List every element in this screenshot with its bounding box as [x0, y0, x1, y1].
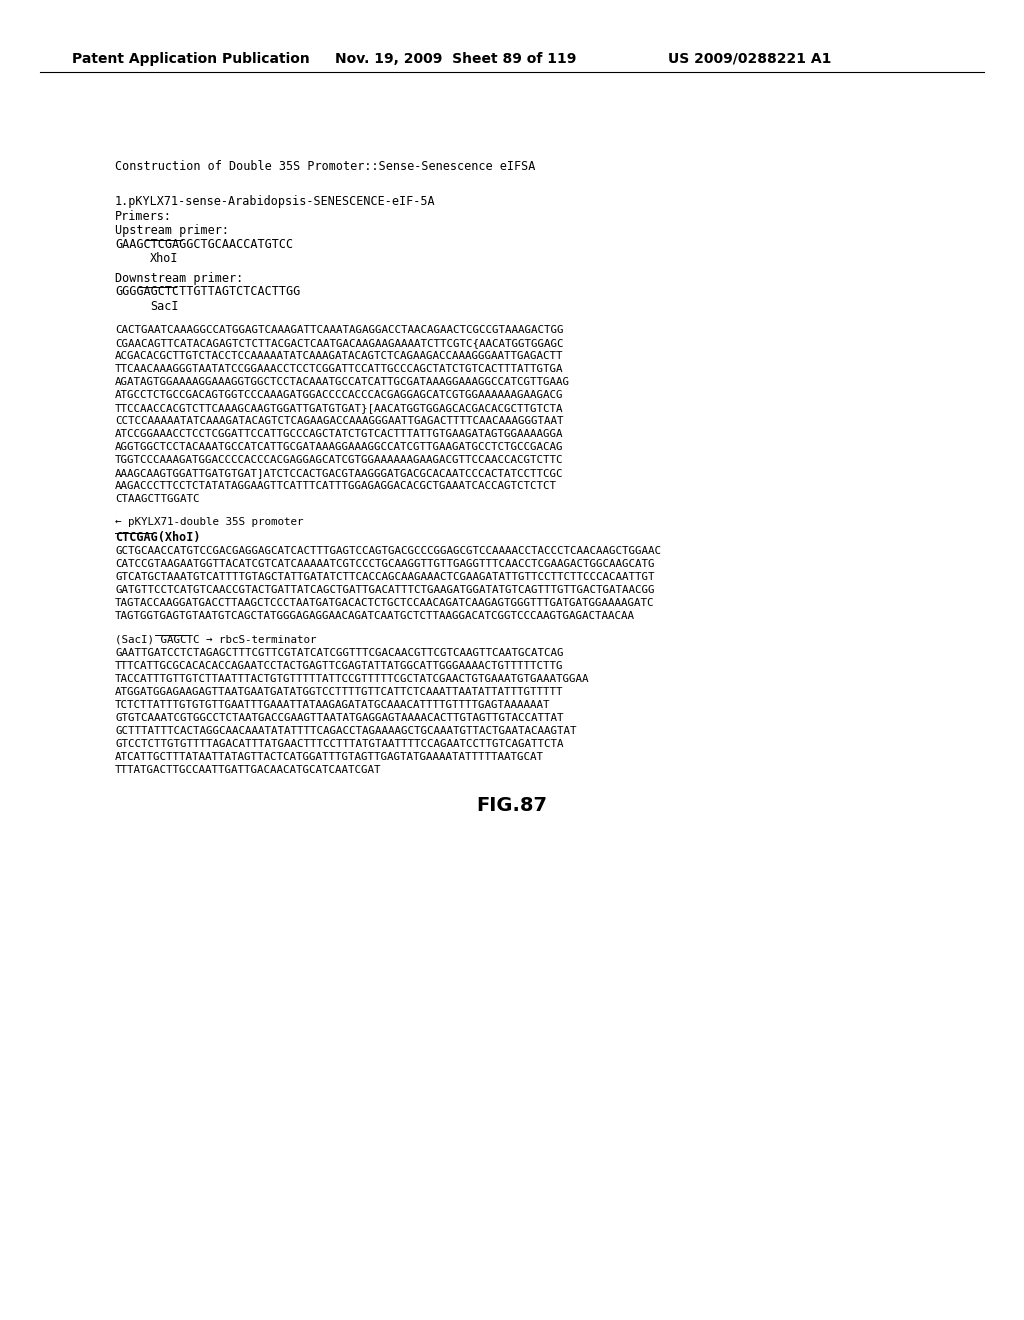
Text: TTTATGACTTGCCAATTGATTGACAACATGCATCAATCGAT: TTTATGACTTGCCAATTGATTGACAACATGCATCAATCGA… — [115, 766, 382, 775]
Text: TAGTGGTGAGTGTAATGTCAGCTATGGGAGAGGAACAGATCAATGCTCTTAAGGACATCGGTCCCAAGTGAGACTAACAA: TAGTGGTGAGTGTAATGTCAGCTATGGGAGAGGAACAGAT… — [115, 611, 635, 620]
Text: 1.pKYLX71-sense-Arabidopsis-SENESCENCE-eIF-5A: 1.pKYLX71-sense-Arabidopsis-SENESCENCE-e… — [115, 195, 435, 209]
Text: AGGTGGCTCCTACAAATGCCATCATTGCGATAAAGGAAAGGCCATCGTTGAAGATGCCTCTGCCGACAG: AGGTGGCTCCTACAAATGCCATCATTGCGATAAAGGAAAG… — [115, 442, 563, 451]
Text: TCTCTTATTTGTGTGTTGAATTTGAAATTATAAGAGATATGCAAACATTTTGTTTTGAGTAAAAAAT: TCTCTTATTTGTGTGTTGAATTTGAAATTATAAGAGATAT… — [115, 700, 551, 710]
Text: ACGACACGCTTGTCTACCTCCAAAAATATCAAAGATACAGTCTCAGAAGACCAAAGGGAATTGAGACTT: ACGACACGCTTGTCTACCTCCAAAAATATCAAAGATACAG… — [115, 351, 563, 360]
Text: TTTCATTGCGCACACACCAGAATCCTACTGAGTTCGAGTATTATGGCATTGGGAAAACTGTTTTTCTTG: TTTCATTGCGCACACACCAGAATCCTACTGAGTTCGAGTA… — [115, 661, 563, 671]
Text: CGAACAGTTCATACAGAGTCTCTTACGACTCAATGACAAGAAGAAAATCTTCGTC{AACATGGTGGAGC: CGAACAGTTCATACAGAGTCTCTTACGACTCAATGACAAG… — [115, 338, 563, 348]
Text: ATGCCTCTGCCGACAGTGGTCCCAAAGATGGACCCCACCCACGAGGAGCATCGTGGAAAAAAGAAGACG: ATGCCTCTGCCGACAGTGGTCCCAAAGATGGACCCCACCC… — [115, 389, 563, 400]
Text: US 2009/0288221 A1: US 2009/0288221 A1 — [668, 51, 831, 66]
Text: Nov. 19, 2009  Sheet 89 of 119: Nov. 19, 2009 Sheet 89 of 119 — [335, 51, 577, 66]
Text: GTGTCAAATCGTGGCCTCTAATGACCGAAGTTAATATGAGGAGTAAAACACTTGTAGTTGTACCATTAT: GTGTCAAATCGTGGCCTCTAATGACCGAAGTTAATATGAG… — [115, 713, 563, 723]
Text: TGGTCCCAAAGATGGACCCCACCCACGAGGAGCATCGTGGAAAAAAGAAGACGTTCCAACCACGTCTTC: TGGTCCCAAAGATGGACCCCACCCACGAGGAGCATCGTGG… — [115, 455, 563, 465]
Text: CTCGAG(XhoI): CTCGAG(XhoI) — [115, 531, 201, 544]
Text: GCTTTATTTCACTAGGCAACAAATATATTTTCAGACCTAGAAAAGCTGCAAATGTTACTGAATACAAGTAT: GCTTTATTTCACTAGGCAACAAATATATTTTCAGACCTAG… — [115, 726, 577, 737]
Text: ← pKYLX71-double 35S promoter: ← pKYLX71-double 35S promoter — [115, 517, 303, 527]
Text: CTAAGCTTGGATC: CTAAGCTTGGATC — [115, 494, 200, 504]
Text: GTCATGCTAAATGTCATTTTGTAGCTATTGATATCTTCACCAGCAAGAAACTCGAAGATATTGTTCCTTCTTCCCACAAT: GTCATGCTAAATGTCATTTTGTAGCTATTGATATCTTCAC… — [115, 572, 654, 582]
Text: CATCCGTAAGAATGGTTACATCGTCATCAAAAATCGTCCCTGCAAGGTTGTTGAGGTTTCAACCTCGAAGACTGGCAAGC: CATCCGTAAGAATGGTTACATCGTCATCAAAAATCGTCCC… — [115, 558, 654, 569]
Text: GAATTGATCCTCTAGAGCTTTCGTTCGTATCATCGGTTTCGACAACGTTCGTCAAGTTCAATGCATCAG: GAATTGATCCTCTAGAGCTTTCGTTCGTATCATCGGTTTC… — [115, 648, 563, 657]
Text: Patent Application Publication: Patent Application Publication — [72, 51, 309, 66]
Text: SacI: SacI — [150, 300, 178, 313]
Text: Construction of Double 35S Promoter::Sense-Senescence eIFSA: Construction of Double 35S Promoter::Sen… — [115, 160, 536, 173]
Text: CACTGAATCAAAGGCCATGGAGTCAAAGATTCAAATAGAGGACCTAACAGAACTCGCCGTAAAGACTGG: CACTGAATCAAAGGCCATGGAGTCAAAGATTCAAATAGAG… — [115, 325, 563, 335]
Text: AGATAGTGGAAAAGGAAAGGTGGCTCCTACAAATGCCATCATTGCGATAAAGGAAAGGCCATCGTTGAAG: AGATAGTGGAAAAGGAAAGGTGGCTCCTACAAATGCCATC… — [115, 378, 570, 387]
Text: CCTCCAAAAATATCAAAGATACAGTCTCAGAAGACCAAAGGGAATTGAGACTTTTCAACAAAGGGTAAT: CCTCCAAAAATATCAAAGATACAGTCTCAGAAGACCAAAG… — [115, 416, 563, 426]
Text: TACCATTTGTTGTCTTAATTTACTGTGTTTTTATTCCGTTTTTCGCTATCGAACTGTGAAATGTGAAATGGAA: TACCATTTGTTGTCTTAATTTACTGTGTTTTTATTCCGTT… — [115, 675, 590, 684]
Text: GTCCTCTTGTGTTTTAGACATTTATGAACTTTCCTTTATGTAATTTTCCAGAATCCTTGTCAGATTCTA: GTCCTCTTGTGTTTTAGACATTTATGAACTTTCCTTTATG… — [115, 739, 563, 748]
Text: Downstream primer:: Downstream primer: — [115, 272, 244, 285]
Text: Primers:: Primers: — [115, 210, 172, 223]
Text: GATGTTCCTCATGTCAACCGTACTGATTATCAGCTGATTGACATTTCTGAAGATGGATATGTCAGTTTGTTGACTGATAA: GATGTTCCTCATGTCAACCGTACTGATTATCAGCTGATTG… — [115, 585, 654, 595]
Text: GGGGAGCTCTTGTTAGTCTCACTTGG: GGGGAGCTCTTGTTAGTCTCACTTGG — [115, 285, 300, 298]
Text: ATGGATGGAGAAGAGTTAATGAATGATATGGTCCTTTTGTTCATTCTCAAATTAATATTATTTGTTTTT: ATGGATGGAGAAGAGTTAATGAATGATATGGTCCTTTTGT… — [115, 686, 563, 697]
Text: GCTGCAACCATGTCCGACGAGGAGCATCACTTTGAGTCCAGTGACGCCCGGAGCGTCCAAAACCTACCCTCAACAAGCTG: GCTGCAACCATGTCCGACGAGGAGCATCACTTTGAGTCCA… — [115, 546, 662, 556]
Text: TTCCAACCACGTCTTCAAAGCAAGTGGATTGATGTGAT}[AACATGGTGGAGCACGACACGCTTGTCTA: TTCCAACCACGTCTTCAAAGCAAGTGGATTGATGTGAT}[… — [115, 403, 563, 413]
Text: XhoI: XhoI — [150, 252, 178, 265]
Text: FIG.87: FIG.87 — [476, 796, 548, 814]
Text: TAGTACCAAGGATGACCTTAAGCTCCCTAATGATGACACTCTGCTCCAACAGATCAAGAGTGGGTTTGATGATGGAAAAG: TAGTACCAAGGATGACCTTAAGCTCCCTAATGATGACACT… — [115, 598, 654, 609]
Text: (SacI) GAGCTC → rbcS-terminator: (SacI) GAGCTC → rbcS-terminator — [115, 634, 316, 644]
Text: ATCCGGAAACCTCCTCGGATTCCATTGCCCAGCTATCTGTCACTTTATTGTGAAGATAGTGGAAAAGGA: ATCCGGAAACCTCCTCGGATTCCATTGCCCAGCTATCTGT… — [115, 429, 563, 440]
Text: TTCAACAAAGGGTAATATCCGGAAACCTCCTCGGATTCCATTGCCCAGCTATCTGTCACTTTATTGTGA: TTCAACAAAGGGTAATATCCGGAAACCTCCTCGGATTCCA… — [115, 364, 563, 374]
Text: AAAGCAAGTGGATTGATGTGAT]ATCTCCACTGACGTAAGGGATGACGCACAATCCCACTATCCTTCGC: AAAGCAAGTGGATTGATGTGAT]ATCTCCACTGACGTAAG… — [115, 469, 563, 478]
Text: Upstream primer:: Upstream primer: — [115, 224, 229, 238]
Text: ATCATTGCTTTATAATTATAGTTACTCATGGATTTGTAGTTGAGTATGAAAATATTTTTAATGCAT: ATCATTGCTTTATAATTATAGTTACTCATGGATTTGTAGT… — [115, 752, 544, 762]
Text: GAAGCTCGAGGCTGCAACCATGTCC: GAAGCTCGAGGCTGCAACCATGTCC — [115, 238, 293, 251]
Text: AAGACCCTTCCTCTATATAGGAAGTTCATTTCATTTGGAGAGGACACGCTGAAATCACCAGTCTCTCT: AAGACCCTTCCTCTATATAGGAAGTTCATTTCATTTGGAG… — [115, 480, 557, 491]
